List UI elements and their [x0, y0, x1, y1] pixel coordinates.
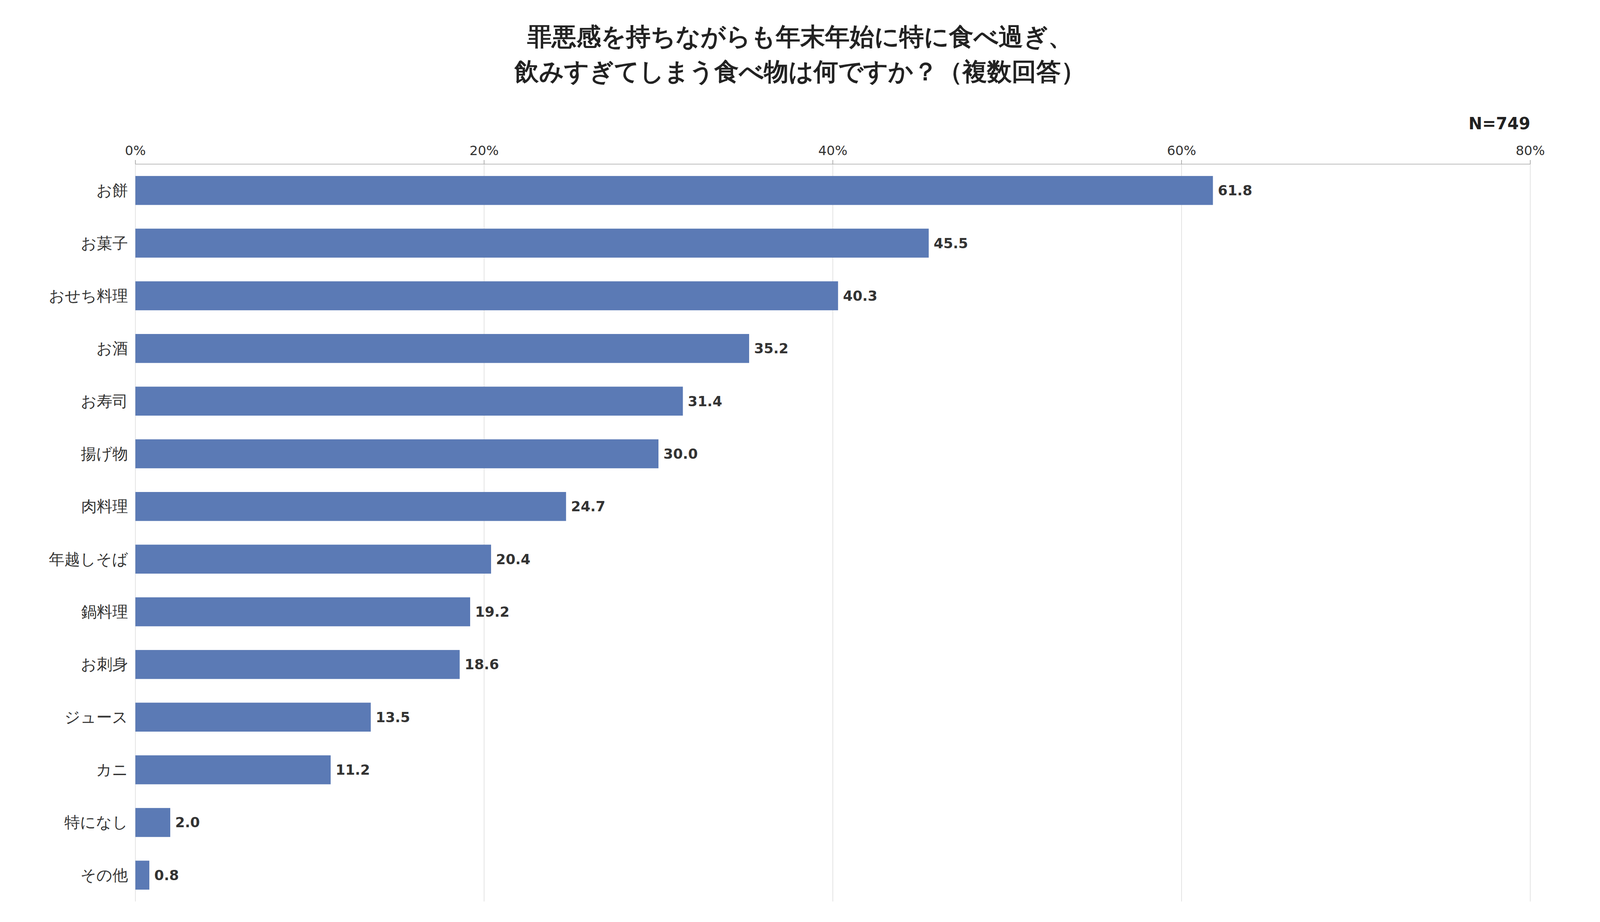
category-label: カニ [96, 760, 128, 779]
tick-label: 80% [1515, 142, 1545, 159]
tick-mark [134, 160, 136, 165]
grid-line [1529, 164, 1531, 902]
bar [135, 491, 567, 522]
bar [135, 228, 929, 258]
category-label: お酒 [96, 339, 128, 358]
axis-line [135, 163, 1531, 165]
bar [135, 860, 150, 890]
category-label: お寿司 [80, 392, 128, 411]
grid-line [832, 164, 834, 902]
data-label: 13.5 [375, 708, 411, 726]
tick-label: 60% [1166, 142, 1196, 159]
category-label: ジュース [64, 708, 128, 727]
tick-mark [483, 160, 485, 165]
category-label: 肉料理 [81, 497, 128, 516]
tick-label: 40% [818, 142, 848, 159]
grid [135, 164, 1531, 902]
category-label: お餅 [96, 181, 128, 200]
bar [135, 755, 331, 785]
category-label: 特になし [64, 813, 128, 832]
bar [135, 807, 171, 837]
annotation: N=749 [1468, 114, 1531, 133]
title: 罪悪感を持ちながらも年末年始に特に食べ過ぎ、 [527, 22, 1073, 51]
category-label: お刺身 [80, 655, 128, 674]
bar [135, 649, 460, 679]
data-label: 40.3 [843, 287, 878, 304]
category-label: お菓子 [80, 234, 128, 253]
tick-mark [832, 160, 834, 165]
bar [135, 597, 471, 627]
data-label: 19.2 [475, 603, 510, 620]
data-label: 61.8 [1218, 182, 1253, 199]
bar [135, 333, 750, 364]
data-label: 24.7 [571, 498, 606, 515]
tick-mark [1181, 160, 1182, 165]
bar [135, 439, 659, 469]
data-label: 31.4 [688, 393, 723, 410]
data-label: 2.0 [175, 813, 200, 831]
bar [135, 281, 839, 311]
grid-line [1181, 164, 1182, 902]
tick-label: 20% [469, 142, 499, 159]
category-label: おせち料理 [48, 286, 128, 305]
tick-mark [1529, 160, 1531, 165]
data-label: 0.8 [154, 866, 179, 884]
category-label: 年越しそば [48, 550, 128, 569]
grid-line [483, 164, 485, 902]
bars [135, 176, 1214, 890]
subtitle: 飲みすぎてしまう食べ物は何ですか？（複数回答） [514, 57, 1086, 86]
data-label: 11.2 [335, 761, 371, 778]
category-label: 揚げ物 [80, 444, 128, 463]
data-label: 20.4 [496, 550, 531, 568]
data-label: 45.5 [933, 235, 969, 252]
bar [135, 386, 684, 416]
bar [135, 702, 371, 732]
tick-label: 0% [125, 142, 147, 159]
data-label: 35.2 [754, 340, 789, 357]
bar [135, 544, 492, 574]
category-label: その他 [80, 866, 128, 885]
data-label: 30.0 [663, 445, 698, 462]
bar [135, 176, 1214, 206]
labels: お餅 61.8 お菓子 45.5 おせち料理 40.3 お酒 35.2 お寿司 31.4 揚げ物 30… [48, 181, 1253, 885]
chart: 罪悪感を持ちながらも年末年始に特に食べ過ぎ、飲みすぎてしまう食べ物は何ですか？（… [0, 0, 1600, 922]
category-label: 鍋料理 [81, 602, 128, 621]
data-label: 18.6 [464, 656, 500, 673]
grid-line [134, 164, 136, 902]
